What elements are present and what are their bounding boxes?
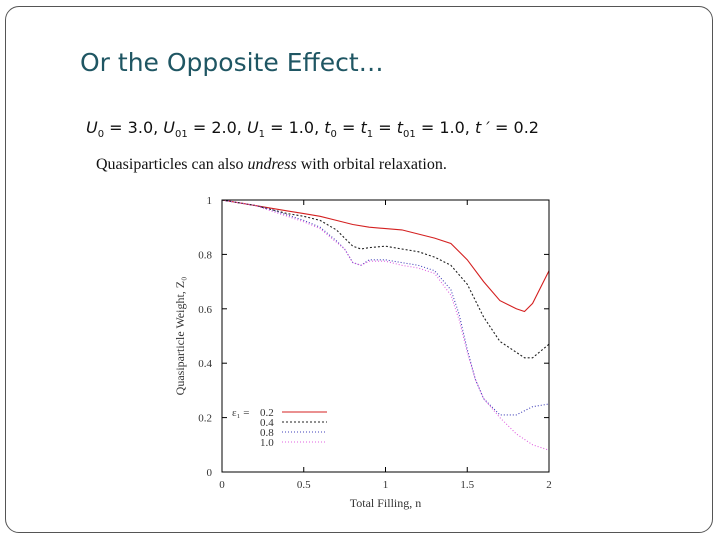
y-tick-label: 0.4: [198, 358, 212, 370]
legend-label-3: 0.8: [260, 427, 274, 439]
y-axis-label: Quasiparticle Weight, Z₀: [173, 277, 187, 396]
x-tick-label: 1.5: [460, 479, 474, 491]
series-line-2: [221, 199, 550, 359]
y-tick-label: 1: [207, 195, 213, 207]
x-tick-label: 1: [383, 479, 389, 491]
x-tick-label: 0: [219, 479, 225, 491]
legend-label-1: 0.2: [260, 407, 274, 419]
legend-label-2: 0.4: [260, 417, 274, 429]
x-tick-label: 0.5: [297, 479, 311, 491]
quasiparticle-weight-chart: 0 0.5 1 1.5 200.20.40.60.81 ε₁ = 0.20.40.81.0…: [173, 195, 552, 510]
x-axis-label: Total Filling, n: [350, 496, 422, 510]
legend-title: ε₁ =: [232, 407, 249, 419]
legend-label-4: 1.0: [260, 437, 274, 449]
parameter-line: U0 = 3.0, U01 = 2.0, U1 = 1.0, t0 = t1 =…: [86, 118, 539, 141]
y-tick-label: 0.8: [198, 249, 212, 261]
series-line-3: [221, 199, 550, 416]
y-tick-label: 0.2: [198, 413, 212, 425]
slide-frame: [5, 6, 713, 533]
x-tick-label: 2: [546, 479, 552, 491]
slide-subtitle: Quasiparticles can also undress with orb…: [96, 156, 447, 173]
slide-title: Or the Opposite Effect…: [80, 48, 384, 77]
series-line-1: [221, 199, 550, 313]
plot-frame: [221, 199, 550, 473]
y-tick-label: 0.6: [198, 304, 212, 316]
y-tick-label: 0: [207, 467, 213, 479]
